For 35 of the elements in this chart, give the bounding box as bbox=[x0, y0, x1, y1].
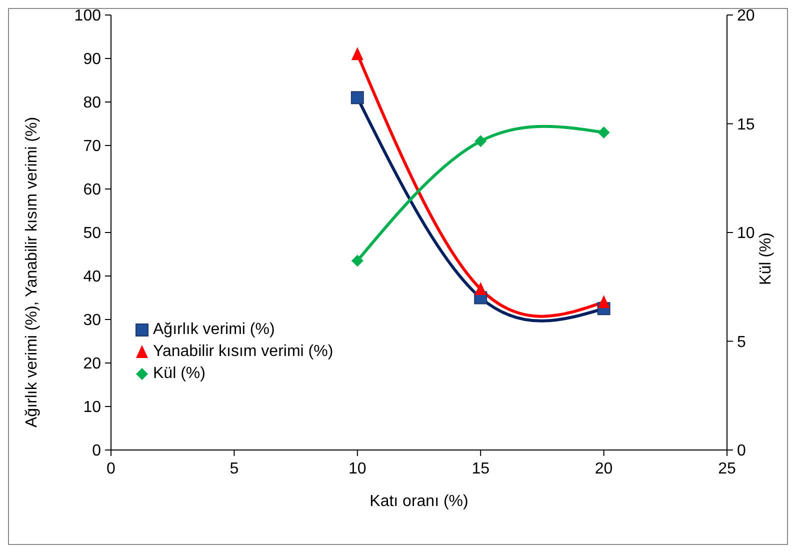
y-tick-label: 0 bbox=[92, 442, 102, 460]
y2-tick-label: 0 bbox=[737, 442, 746, 460]
y2-tick-label: 5 bbox=[737, 334, 746, 351]
point bbox=[474, 282, 487, 296]
y-tick-label: 70 bbox=[83, 138, 102, 156]
x-tick-label: 5 bbox=[230, 460, 239, 478]
legend-label: Yanabilir kısım verimi (%) bbox=[153, 343, 334, 361]
legend-label: Kül (%) bbox=[153, 365, 206, 383]
x-tick-label: 20 bbox=[594, 460, 613, 478]
x-tick-label: 10 bbox=[348, 460, 366, 478]
point bbox=[350, 91, 364, 104]
y-tick-label: 40 bbox=[83, 268, 102, 286]
y-axis-title: Ağırlık verimi (%), Yanabilir kısım verimi (%) bbox=[24, 116, 41, 428]
y-tick-label: 20 bbox=[83, 356, 102, 373]
y-tick-label: 10 bbox=[83, 399, 102, 416]
x-tick-label: 0 bbox=[106, 460, 116, 478]
y-tick-label: 60 bbox=[83, 182, 102, 199]
y-tick-label: 90 bbox=[83, 51, 102, 68]
x-axis-title: Katı oranı (%) bbox=[370, 493, 468, 510]
y-tick-label: 50 bbox=[83, 225, 102, 242]
point bbox=[474, 135, 487, 148]
legend-label: Ağırlık verimi (%) bbox=[153, 321, 275, 339]
point bbox=[598, 295, 610, 308]
x-tick-label: 25 bbox=[718, 460, 736, 478]
y2-tick-label: 10 bbox=[737, 225, 755, 242]
point bbox=[351, 254, 364, 267]
y2-tick-label: 15 bbox=[737, 116, 755, 134]
y2-axis-title: Kül (%) bbox=[758, 232, 775, 285]
x-tick-label: 15 bbox=[472, 460, 490, 478]
y-tick-label: 80 bbox=[83, 94, 102, 112]
y-tick-label: 100 bbox=[74, 8, 102, 25]
y-tick-label: 30 bbox=[83, 312, 102, 330]
point bbox=[598, 126, 610, 138]
y2-tick-label: 20 bbox=[737, 8, 755, 25]
point bbox=[351, 47, 364, 60]
